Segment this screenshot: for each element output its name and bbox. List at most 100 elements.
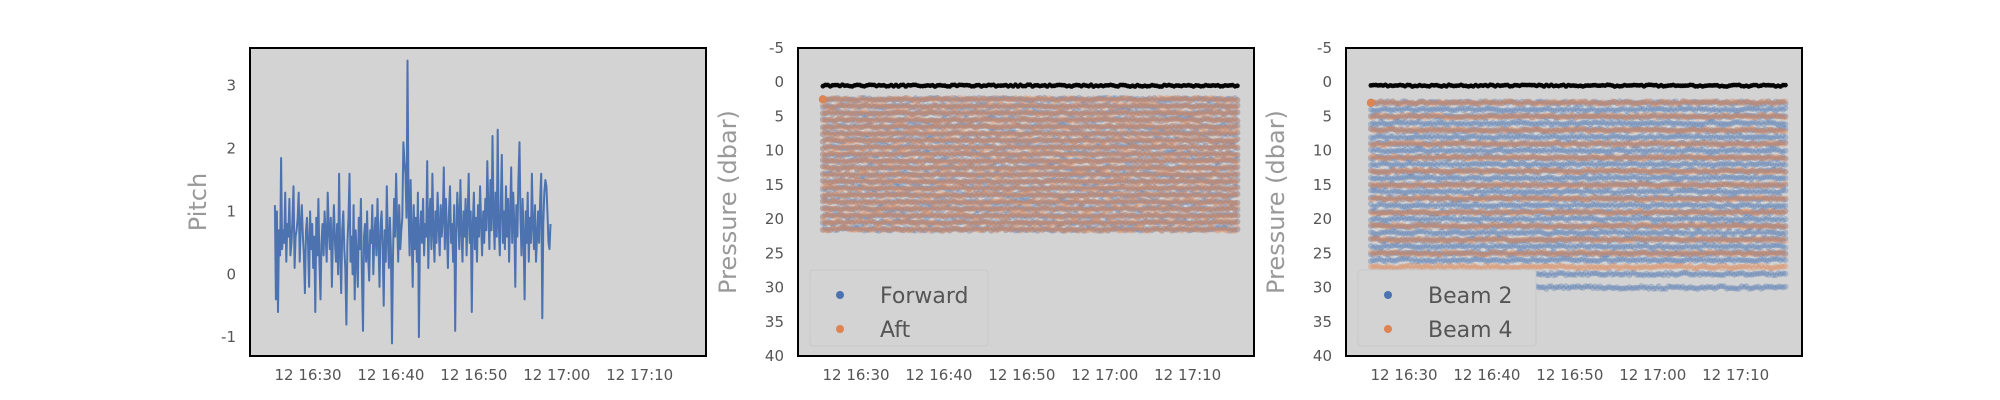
data-point (1173, 102, 1180, 109)
data-point (1034, 110, 1041, 116)
data-point (1010, 95, 1017, 102)
data-point (890, 109, 897, 115)
data-point (1083, 109, 1090, 116)
data-point (1178, 96, 1185, 103)
data-point (819, 116, 826, 123)
data-point (1046, 102, 1053, 109)
data-point (1063, 96, 1070, 103)
data-point (1173, 97, 1180, 103)
data-point (939, 101, 946, 108)
data-point (907, 118, 914, 124)
data-point (941, 111, 948, 118)
y-tick-label: 5 (774, 107, 784, 125)
data-point (985, 95, 992, 102)
data-point (1141, 96, 1148, 103)
data-point (971, 103, 978, 110)
data-point (854, 104, 860, 111)
data-point (851, 117, 858, 124)
data-point (910, 111, 917, 118)
data-point (1036, 94, 1043, 101)
data-point (983, 108, 990, 115)
data-point (902, 102, 909, 109)
data-point (1080, 110, 1087, 117)
data-point (944, 110, 951, 117)
data-point (1027, 102, 1034, 109)
data-point (1180, 102, 1187, 109)
data-point (1027, 110, 1034, 117)
data-point (1046, 109, 1053, 116)
data-point (956, 97, 963, 104)
data-point (1171, 109, 1177, 116)
y-tick-label: 30 (765, 279, 784, 297)
y-tick-label: 40 (765, 347, 784, 365)
data-point (1024, 103, 1031, 110)
data-point (1234, 109, 1241, 116)
data-point (1144, 109, 1151, 116)
data-point (878, 111, 885, 117)
data-point (876, 96, 882, 103)
data-point (866, 110, 873, 117)
data-point (1078, 101, 1085, 108)
data-point (963, 111, 970, 118)
data-point (1183, 101, 1190, 108)
data-point (1205, 108, 1212, 115)
data-point (910, 96, 917, 103)
data-point (1068, 102, 1075, 109)
data-point (936, 110, 943, 117)
data-point (1034, 95, 1041, 102)
data-point (890, 117, 897, 124)
data-point (919, 103, 926, 110)
data-point (958, 96, 965, 103)
data-point (829, 95, 836, 102)
data-point (1119, 108, 1126, 115)
data-point (827, 116, 834, 123)
data-point (873, 110, 880, 117)
data-point (1171, 95, 1177, 102)
data-point (1019, 108, 1026, 115)
data-point (1068, 95, 1075, 102)
data-point (932, 102, 938, 109)
data-point (1000, 109, 1007, 116)
data-point (988, 95, 995, 102)
data-point (1227, 109, 1234, 116)
data-point (1151, 110, 1158, 117)
data-point (1019, 103, 1026, 110)
data-point (836, 115, 843, 122)
data-point (841, 102, 848, 109)
data-point (888, 117, 895, 124)
data-point (1190, 104, 1197, 111)
data-point (1051, 96, 1058, 103)
data-point (1066, 103, 1073, 110)
data-point (1044, 103, 1051, 110)
data-point (893, 96, 899, 103)
data-point (858, 95, 865, 101)
data-point (1161, 101, 1168, 108)
data-point (1005, 104, 1012, 111)
data-point (1046, 97, 1053, 104)
data-point (993, 96, 999, 103)
data-point (900, 96, 907, 103)
data-point (1080, 101, 1087, 108)
data-point (863, 116, 870, 123)
data-point (919, 97, 926, 104)
data-point (1210, 96, 1216, 103)
data-point (932, 95, 938, 102)
data-point (851, 96, 858, 103)
data-point (1117, 104, 1124, 111)
data-point (1000, 102, 1007, 109)
data-point (1153, 97, 1160, 104)
data-point (1049, 104, 1056, 111)
data-point (912, 104, 919, 110)
data-point (980, 95, 987, 102)
data-point (900, 117, 907, 124)
data-point (941, 95, 948, 102)
data-point (917, 109, 924, 116)
data-point (1071, 104, 1077, 111)
x-tick-label: 12 17:10 (606, 366, 673, 384)
data-point (846, 103, 853, 110)
data-point (849, 110, 856, 117)
data-point (866, 117, 873, 124)
data-point (897, 109, 904, 116)
data-point (1234, 136, 1241, 143)
